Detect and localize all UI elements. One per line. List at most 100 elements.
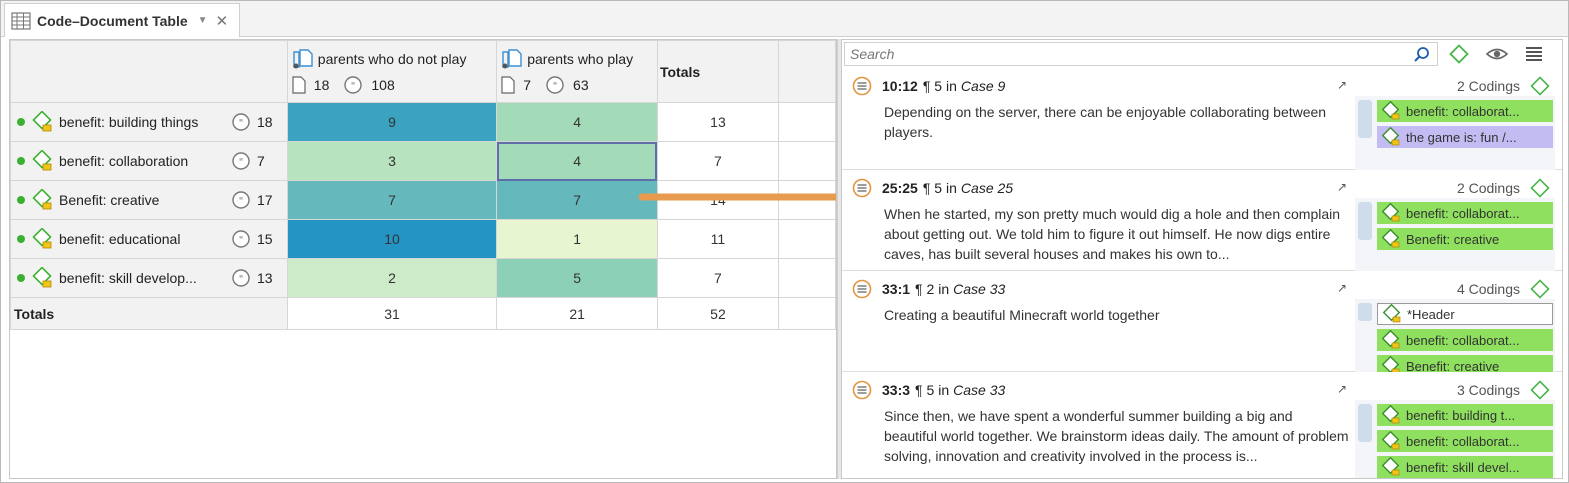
code-label: benefit: educational xyxy=(59,231,181,247)
segment-ref: 10:12 xyxy=(882,78,918,94)
empty-cell xyxy=(777,258,836,298)
segment-count: 63 xyxy=(573,77,589,93)
column-total[interactable]: 21 xyxy=(496,297,658,330)
empty-cell xyxy=(777,219,836,259)
segment-item[interactable]: 10:12 ¶ 5 in Case 9 ↗ Depending on the server… xyxy=(842,68,1562,170)
code-chip[interactable]: benefit: collaborat... xyxy=(1377,430,1553,452)
matrix-cell[interactable]: 3 xyxy=(286,141,498,181)
segment-header: 33:3 ¶ 5 in Case 33 xyxy=(852,380,1005,400)
row-total[interactable]: 7 xyxy=(656,258,779,298)
add-code-icon[interactable] xyxy=(1448,43,1470,65)
segment-header: 25:25 ¶ 5 in Case 25 xyxy=(852,178,1013,198)
status-dot xyxy=(17,274,25,282)
close-icon[interactable]: ✕ xyxy=(215,12,229,30)
eye-icon[interactable] xyxy=(1485,43,1509,65)
code-chip-label: Benefit: creative xyxy=(1406,358,1500,374)
row-total[interactable]: 11 xyxy=(656,219,779,259)
empty-cell xyxy=(777,297,836,330)
matrix-cell[interactable]: 7 xyxy=(286,180,498,220)
code-chip[interactable]: benefit: collaborat... xyxy=(1377,100,1553,122)
jump-icon[interactable]: ↗ xyxy=(1337,382,1348,396)
row-header[interactable]: benefit: educational " 15 xyxy=(10,219,288,259)
segment-para: ¶ 2 xyxy=(915,281,935,297)
document-group-icon xyxy=(502,49,522,69)
code-chip-label: benefit: collaborat... xyxy=(1406,332,1520,348)
code-icon xyxy=(1381,431,1400,450)
segment-in: in xyxy=(938,281,950,297)
tab-bar: Code–Document Table ▼ ✕ xyxy=(1,1,1568,37)
jump-icon[interactable]: ↗ xyxy=(1337,180,1348,194)
code-icon xyxy=(1381,203,1400,222)
code-frequency: 18 xyxy=(257,114,273,130)
jump-icon[interactable]: ↗ xyxy=(1337,78,1348,92)
segment-item[interactable]: 33:1 ¶ 2 in Case 33 ↗ Creating a beautiful Mi… xyxy=(842,271,1562,377)
document-icon xyxy=(501,76,515,94)
add-code-icon[interactable] xyxy=(1530,380,1550,400)
code-icon xyxy=(1382,304,1401,323)
code-chip[interactable]: benefit: skill devel... xyxy=(1377,456,1553,478)
add-code-icon[interactable] xyxy=(1530,178,1550,198)
add-code-icon[interactable] xyxy=(1530,76,1550,96)
matrix-cell[interactable]: 4 xyxy=(496,102,658,142)
row-header[interactable]: benefit: skill develop... " 13 xyxy=(10,258,288,298)
row-header[interactable]: Benefit: creative " 17 xyxy=(10,180,288,220)
status-dot xyxy=(17,157,25,165)
grand-total[interactable]: 52 xyxy=(656,297,779,330)
matrix-cell[interactable]: 4 xyxy=(496,141,658,181)
matrix-cell[interactable]: 10 xyxy=(286,219,498,259)
empty-cell xyxy=(777,102,836,142)
quote-icon: " xyxy=(232,152,250,170)
code-chip-label: benefit: collaborat... xyxy=(1406,433,1520,449)
tab-code-document-table[interactable]: Code–Document Table ▼ ✕ xyxy=(4,3,240,37)
row-header[interactable]: benefit: collaboration " 7 xyxy=(10,141,288,181)
code-icon xyxy=(32,189,52,210)
code-chip[interactable]: benefit: collaborat... xyxy=(1377,329,1553,351)
code-chip[interactable]: *Header xyxy=(1377,303,1553,325)
search-box[interactable] xyxy=(844,42,1438,66)
matrix-cell[interactable]: 2 xyxy=(286,258,498,298)
column-total[interactable]: 31 xyxy=(286,297,498,330)
matrix-cell[interactable]: 5 xyxy=(496,258,658,298)
column-header[interactable]: parents who play 7 " 63 xyxy=(496,40,658,103)
code-chip-label: *Header xyxy=(1407,306,1455,322)
segment-item[interactable]: 25:25 ¶ 5 in Case 25 ↗ When he started, my so… xyxy=(842,170,1562,271)
search-input[interactable] xyxy=(850,46,1410,62)
column-name: parents who do not play xyxy=(317,51,467,67)
matrix-cell[interactable]: 1 xyxy=(496,219,658,259)
segment-text: When he started, my son pretty much woul… xyxy=(884,206,1341,262)
code-frequency: 13 xyxy=(257,270,273,286)
code-chip[interactable]: Benefit: creative xyxy=(1377,228,1553,250)
add-code-icon[interactable] xyxy=(1530,279,1550,299)
svg-text:": " xyxy=(239,274,244,285)
row-header[interactable]: benefit: building things " 18 xyxy=(10,102,288,142)
code-chip[interactable]: Benefit: creative xyxy=(1377,355,1553,377)
matrix-cell[interactable]: 7 xyxy=(496,180,658,220)
svg-text:": " xyxy=(553,81,558,92)
code-icon xyxy=(32,150,52,171)
tab-title: Code–Document Table xyxy=(37,12,188,29)
segment-text: Since then, we have spent a wonderful su… xyxy=(884,408,1349,464)
code-chip[interactable]: benefit: building t... xyxy=(1377,404,1553,426)
svg-text:": " xyxy=(239,118,244,129)
jump-icon[interactable]: ↗ xyxy=(1337,281,1348,295)
totals-column-header[interactable]: Totals xyxy=(656,40,779,103)
segment-item[interactable]: 33:3 ¶ 5 in Case 33 ↗ Since then, we have spe… xyxy=(842,372,1562,478)
quote-icon: " xyxy=(232,191,250,209)
code-icon xyxy=(32,267,52,288)
column-name: parents who play xyxy=(527,51,634,67)
code-chip[interactable]: benefit: collaborat... xyxy=(1377,202,1553,224)
menu-icon[interactable] xyxy=(1524,43,1544,65)
pane-splitter[interactable] xyxy=(837,39,841,479)
code-chip[interactable]: the game is: fun /... xyxy=(1377,126,1553,148)
segment-icon xyxy=(852,380,872,400)
row-total[interactable]: 7 xyxy=(656,141,779,181)
segment-ref: 25:25 xyxy=(882,180,918,196)
segment-para: ¶ 5 xyxy=(922,180,943,196)
column-header[interactable]: parents who do not play 18 " 108 xyxy=(286,40,498,103)
quote-icon: " xyxy=(232,230,250,248)
matrix-cell[interactable]: 9 xyxy=(286,102,498,142)
row-total[interactable]: 13 xyxy=(656,102,779,142)
quote-icon: " xyxy=(344,76,363,94)
tab-menu-icon[interactable]: ▼ xyxy=(197,15,208,26)
search-icon[interactable] xyxy=(1413,46,1431,64)
